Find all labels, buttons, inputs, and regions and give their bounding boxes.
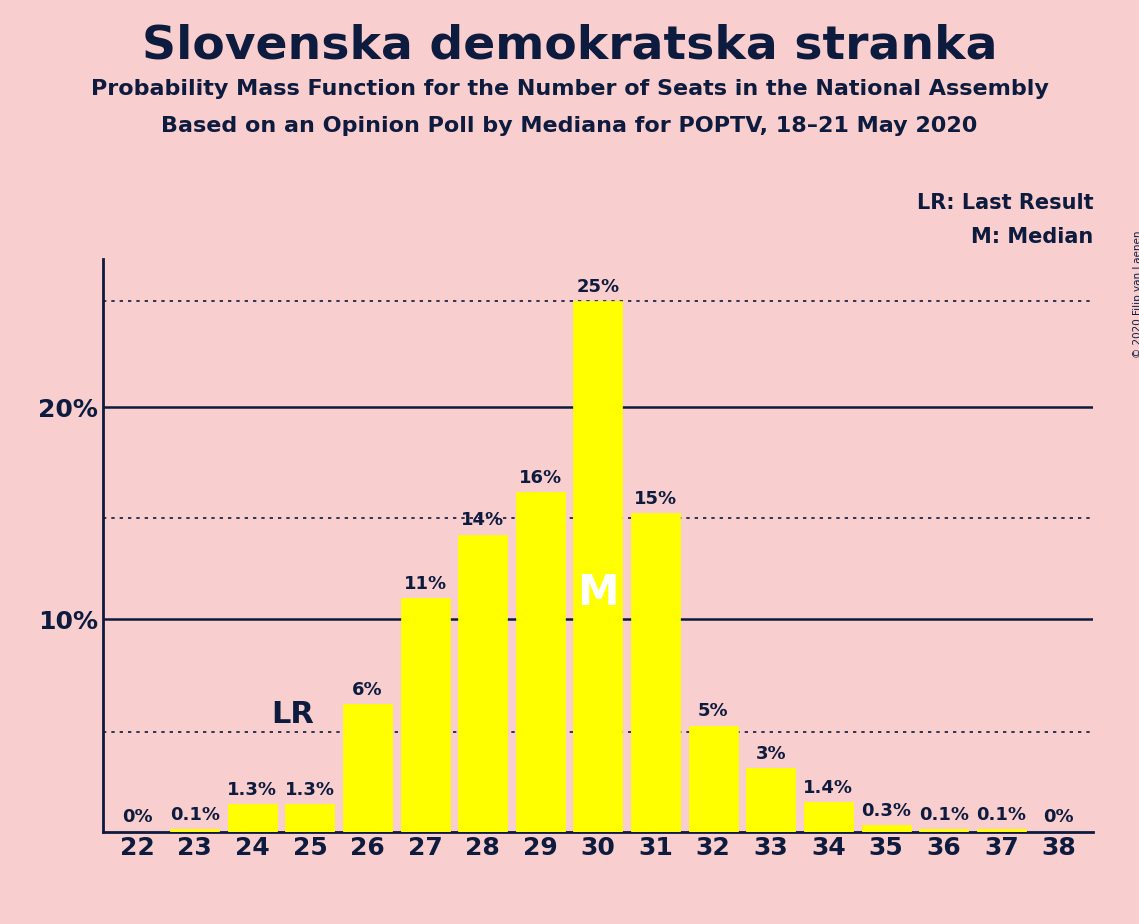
Text: 5%: 5% bbox=[698, 702, 729, 720]
Bar bbox=[861, 825, 910, 832]
Bar bbox=[286, 804, 335, 832]
Bar bbox=[631, 514, 680, 832]
Bar bbox=[574, 301, 622, 832]
Text: 0%: 0% bbox=[1043, 808, 1074, 826]
Text: LR: LR bbox=[271, 699, 314, 729]
Bar bbox=[516, 492, 565, 832]
Bar bbox=[401, 598, 450, 832]
Text: 0.1%: 0.1% bbox=[170, 806, 220, 824]
Bar bbox=[343, 704, 392, 832]
Text: 16%: 16% bbox=[518, 468, 562, 487]
Text: 0.3%: 0.3% bbox=[861, 802, 911, 820]
Bar bbox=[919, 830, 968, 832]
Text: Probability Mass Function for the Number of Seats in the National Assembly: Probability Mass Function for the Number… bbox=[91, 79, 1048, 99]
Bar bbox=[458, 535, 507, 832]
Bar bbox=[977, 830, 1026, 832]
Text: 1.4%: 1.4% bbox=[803, 779, 853, 796]
Text: 1.3%: 1.3% bbox=[228, 781, 277, 798]
Bar bbox=[746, 768, 795, 832]
Text: 0.1%: 0.1% bbox=[976, 806, 1026, 824]
Bar bbox=[228, 804, 277, 832]
Text: 1.3%: 1.3% bbox=[285, 781, 335, 798]
Text: 25%: 25% bbox=[576, 278, 620, 296]
Bar bbox=[689, 725, 738, 832]
Text: 3%: 3% bbox=[755, 745, 786, 762]
Text: 11%: 11% bbox=[403, 575, 446, 593]
Text: M: Median: M: Median bbox=[972, 227, 1093, 248]
Text: Based on an Opinion Poll by Mediana for POPTV, 18–21 May 2020: Based on an Opinion Poll by Mediana for … bbox=[162, 116, 977, 136]
Text: LR: Last Result: LR: Last Result bbox=[917, 193, 1093, 213]
Text: © 2020 Filip van Laenen: © 2020 Filip van Laenen bbox=[1133, 231, 1139, 359]
Text: 15%: 15% bbox=[634, 490, 678, 508]
Text: M: M bbox=[577, 572, 618, 614]
Text: 0.1%: 0.1% bbox=[919, 806, 968, 824]
Text: 6%: 6% bbox=[352, 681, 383, 699]
Text: 0%: 0% bbox=[122, 808, 153, 826]
Text: Slovenska demokratska stranka: Slovenska demokratska stranka bbox=[141, 23, 998, 68]
Bar bbox=[170, 830, 219, 832]
Bar bbox=[804, 802, 853, 832]
Text: 14%: 14% bbox=[461, 511, 505, 529]
